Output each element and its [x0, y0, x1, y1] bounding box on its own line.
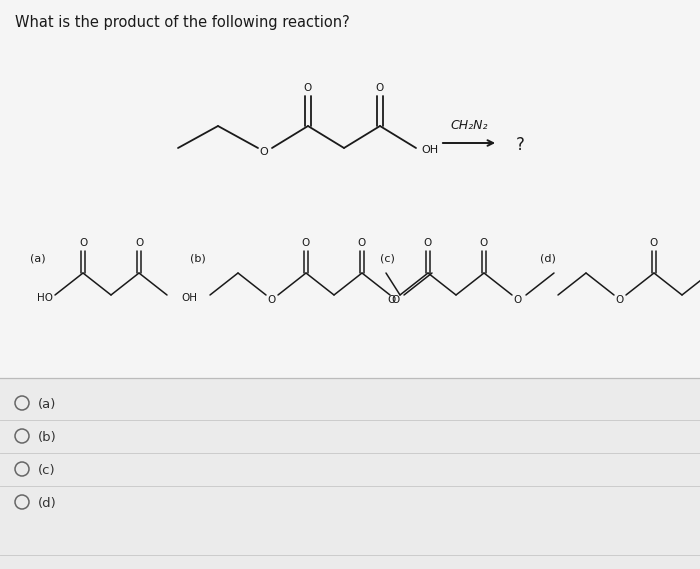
Text: O: O — [615, 295, 623, 305]
Text: ?: ? — [516, 136, 524, 154]
Text: (a): (a) — [30, 253, 46, 263]
Text: CH₂N₂: CH₂N₂ — [450, 118, 488, 131]
Text: O: O — [650, 238, 658, 248]
Text: (d): (d) — [540, 253, 556, 263]
Text: O: O — [358, 238, 366, 248]
Text: (b): (b) — [38, 431, 57, 443]
Bar — [0, 0, 700, 380]
Text: (b): (b) — [190, 253, 206, 263]
Text: O: O — [135, 238, 143, 248]
Text: O: O — [302, 238, 310, 248]
Text: (a): (a) — [38, 398, 57, 410]
Text: O: O — [304, 83, 312, 93]
Text: O: O — [260, 147, 268, 157]
Text: O: O — [391, 295, 399, 305]
Text: O: O — [480, 238, 488, 248]
Text: (c): (c) — [380, 253, 395, 263]
Text: (d): (d) — [38, 497, 57, 509]
Text: (c): (c) — [38, 464, 55, 476]
Text: OH: OH — [421, 145, 439, 155]
Bar — [0, 378, 700, 569]
Text: O: O — [388, 295, 396, 305]
Text: O: O — [267, 295, 275, 305]
Text: OH: OH — [181, 293, 197, 303]
Text: O: O — [424, 238, 432, 248]
Text: O: O — [513, 295, 521, 305]
Text: O: O — [376, 83, 384, 93]
Text: HO: HO — [37, 293, 53, 303]
Text: O: O — [79, 238, 87, 248]
Text: What is the product of the following reaction?: What is the product of the following rea… — [15, 14, 350, 30]
